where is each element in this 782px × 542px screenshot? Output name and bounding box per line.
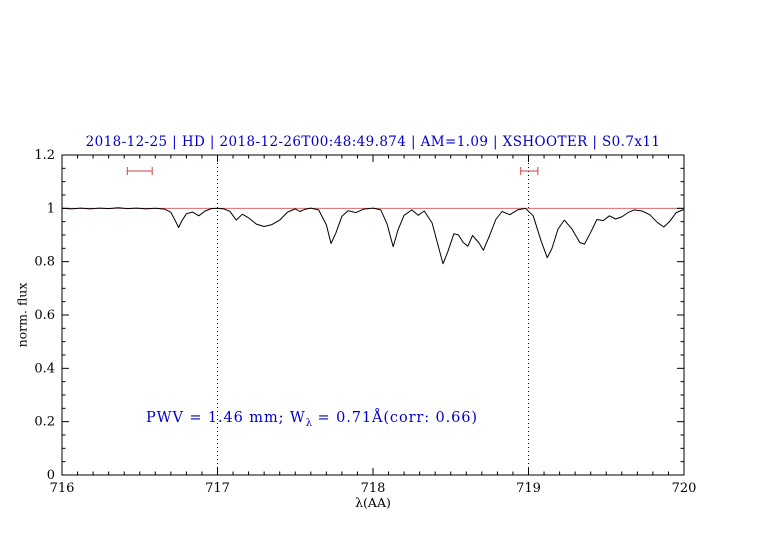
svg-text:0: 0 xyxy=(47,468,55,483)
svg-text:0.4: 0.4 xyxy=(34,361,55,376)
svg-text:0.2: 0.2 xyxy=(34,415,55,430)
svg-text:0.6: 0.6 xyxy=(34,308,55,323)
svg-text:716: 716 xyxy=(50,481,75,496)
svg-text:1.2: 1.2 xyxy=(34,148,55,163)
pwv-text-lead: PWV = 1.46 mm; W xyxy=(146,410,306,426)
svg-text:0.8: 0.8 xyxy=(34,255,55,270)
lambda-subscript-icon: λ xyxy=(305,417,313,429)
svg-text:718: 718 xyxy=(361,481,386,496)
svg-text:720: 720 xyxy=(672,481,697,496)
telluric-range-marker xyxy=(520,167,539,175)
plot-title: 2018-12-25 | HD | 2018-12-26T00:48:49.87… xyxy=(85,134,661,150)
axis-ticks xyxy=(61,154,685,476)
observed-spectrum-line xyxy=(61,207,685,265)
tick-labels: 716 717 718 719 720 0 0.2 0.4 0.6 0.8 1 1.2 xyxy=(34,148,696,496)
pwv-text-tail: = 0.71Å(corr: 0.66) xyxy=(312,410,478,426)
reference-vlines xyxy=(217,155,529,475)
svg-text:1: 1 xyxy=(47,201,55,216)
telluric-range-marker xyxy=(126,167,153,175)
svg-text:717: 717 xyxy=(205,481,230,496)
y-axis-label: norm. flux xyxy=(14,282,30,348)
x-axis-label: λ(AA) xyxy=(355,495,391,510)
pwv-annotation: PWV = 1.46 mm; Wλ = 0.71Å(corr: 0.66) xyxy=(146,410,478,429)
svg-text:719: 719 xyxy=(516,481,541,496)
